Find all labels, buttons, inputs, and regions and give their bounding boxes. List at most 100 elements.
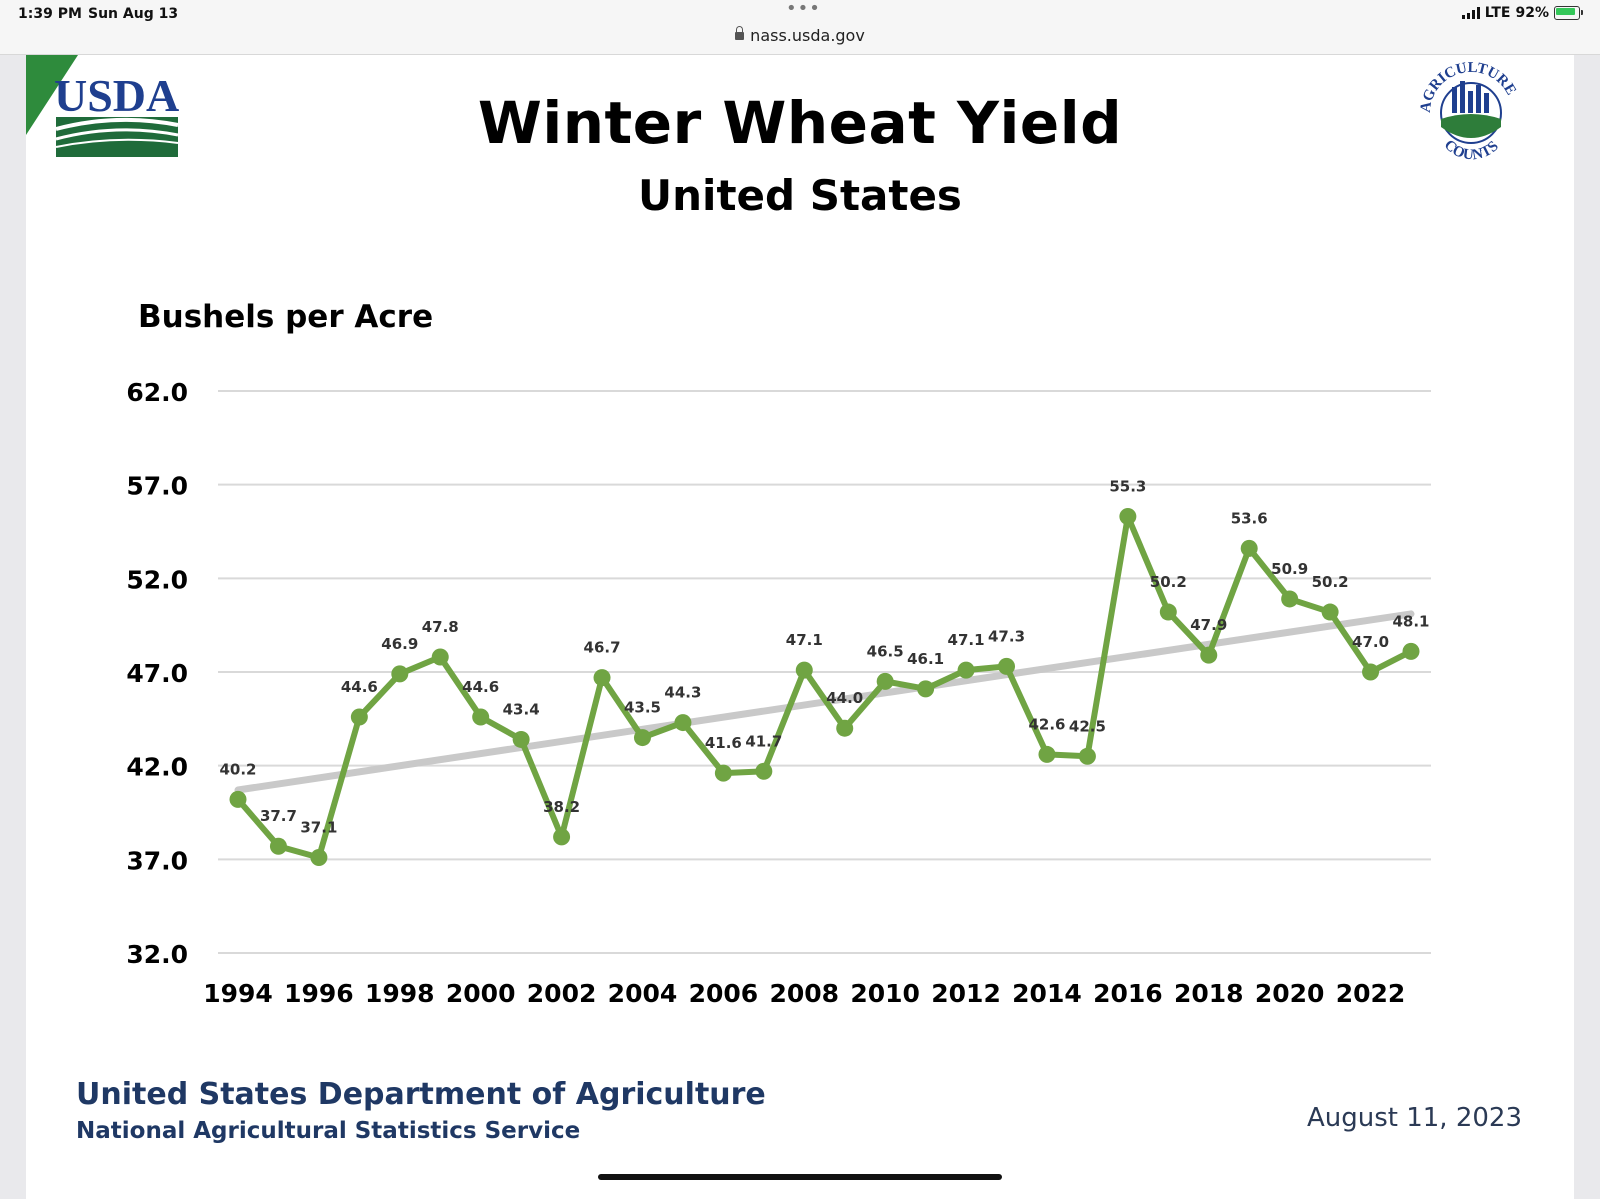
status-date: Sun Aug 13 [88, 6, 179, 22]
signal-icon [1461, 7, 1480, 19]
data-label: 50.2 [1312, 573, 1349, 591]
x-tick-label: 2004 [608, 979, 678, 1008]
data-label: 47.9 [1190, 616, 1227, 634]
data-label: 44.6 [462, 678, 499, 696]
slide: USDA AGRICULTURE COUNTS Winter Wheat Yie… [26, 55, 1574, 1199]
data-point [350, 708, 368, 726]
data-point [512, 730, 530, 748]
data-label: 43.5 [624, 699, 661, 717]
data-label: 47.1 [948, 631, 985, 649]
lock-icon [735, 26, 745, 40]
status-time: 1:39 PM [18, 6, 82, 22]
x-tick-label: 2022 [1336, 979, 1406, 1008]
series-line-yield [235, 513, 1413, 861]
data-label: 50.9 [1271, 560, 1308, 578]
data-point [998, 657, 1016, 675]
release-date: August 11, 2023 [1306, 1103, 1522, 1133]
ios-status-bar: 1:39 PM Sun Aug 13 ••• nass.usda.gov LTE… [0, 0, 1600, 55]
data-label: 46.1 [907, 650, 944, 668]
address-bar[interactable]: nass.usda.gov [0, 26, 1600, 45]
chart-subtitle: United States [638, 171, 962, 220]
data-label: 40.2 [219, 760, 256, 778]
y-tick-label: 57.0 [126, 472, 188, 501]
data-point [633, 729, 651, 747]
data-point [836, 719, 854, 737]
data-point [593, 669, 611, 687]
data-label: 47.3 [988, 627, 1025, 645]
x-tick-label: 1994 [203, 979, 273, 1008]
data-point [1078, 747, 1096, 765]
more-options-icon[interactable]: ••• [786, 0, 821, 19]
data-point [917, 680, 935, 698]
x-tick-label: 1996 [284, 979, 354, 1008]
x-tick-label: 2006 [689, 979, 759, 1008]
data-point [1119, 508, 1137, 526]
data-point [391, 665, 409, 683]
data-label: 44.3 [664, 684, 701, 702]
x-tick-label: 2014 [1012, 979, 1082, 1008]
data-point [472, 708, 490, 726]
chart-title: Winter Wheat Yield [477, 89, 1123, 157]
data-label: 46.9 [381, 635, 418, 653]
data-point [269, 837, 287, 855]
data-point [1362, 663, 1380, 681]
x-tick-label: 2020 [1255, 979, 1325, 1008]
data-point [431, 648, 449, 666]
data-point [674, 714, 692, 732]
url-text: nass.usda.gov [750, 26, 865, 45]
y-tick-label: 42.0 [126, 753, 188, 782]
battery-icon [1554, 6, 1583, 20]
y-tick-label: 32.0 [126, 940, 188, 969]
y-tick-label: 62.0 [126, 378, 188, 407]
x-tick-label: 2002 [527, 979, 597, 1008]
x-tick-label: 2018 [1174, 979, 1244, 1008]
network-type: LTE [1484, 5, 1511, 21]
y-tick-label: 37.0 [126, 846, 188, 875]
data-label: 53.6 [1231, 509, 1268, 527]
home-indicator[interactable] [598, 1174, 1002, 1180]
data-label: 47.1 [786, 631, 823, 649]
logo-usda-text: USDA [54, 70, 179, 121]
line-chart: 62.0 57.0 52.0 47.0 42.0 37.0 32.0 1994 1996 1998… [126, 378, 1431, 1008]
x-tick-label: 1998 [365, 979, 435, 1008]
data-label: 47.0 [1352, 633, 1389, 651]
data-label: 37.1 [300, 818, 337, 836]
footer-agency: National Agricultural Statistics Service [76, 1118, 581, 1144]
data-label: 46.7 [584, 639, 621, 657]
data-point [1402, 642, 1420, 660]
data-point [795, 661, 813, 679]
usda-logo: USDA [26, 55, 179, 157]
x-tick-label: 2016 [1093, 979, 1163, 1008]
y-axis-title: Bushels per Acre [138, 299, 434, 335]
data-label: 41.6 [705, 734, 742, 752]
battery-percent: 92% [1515, 5, 1549, 21]
data-point [1281, 590, 1299, 608]
y-tick-label: 52.0 [126, 565, 188, 594]
data-label: 42.6 [1028, 715, 1065, 733]
data-label: 38.2 [543, 798, 580, 816]
data-point [1240, 539, 1258, 557]
data-label: 42.5 [1069, 717, 1106, 735]
data-label: 44.0 [826, 689, 863, 707]
data-point [310, 848, 328, 866]
data-point [1038, 745, 1056, 763]
y-tick-label: 47.0 [126, 659, 188, 688]
data-label: 41.7 [745, 732, 782, 750]
data-point [1200, 646, 1218, 664]
data-point [876, 672, 894, 690]
data-point [714, 764, 732, 782]
data-label: 55.3 [1109, 478, 1146, 496]
x-tick-label: 2010 [850, 979, 920, 1008]
data-point [553, 828, 571, 846]
data-point [1159, 603, 1177, 621]
x-tick-label: 2012 [931, 979, 1001, 1008]
data-point [957, 661, 975, 679]
data-point [229, 790, 247, 808]
status-indicators: LTE 92% [1461, 5, 1583, 21]
data-label: 44.6 [341, 678, 378, 696]
data-label: 43.4 [503, 700, 540, 718]
data-label: 37.7 [260, 807, 297, 825]
x-tick-label: 2008 [769, 979, 839, 1008]
data-point [755, 762, 773, 780]
data-point [1321, 603, 1339, 621]
